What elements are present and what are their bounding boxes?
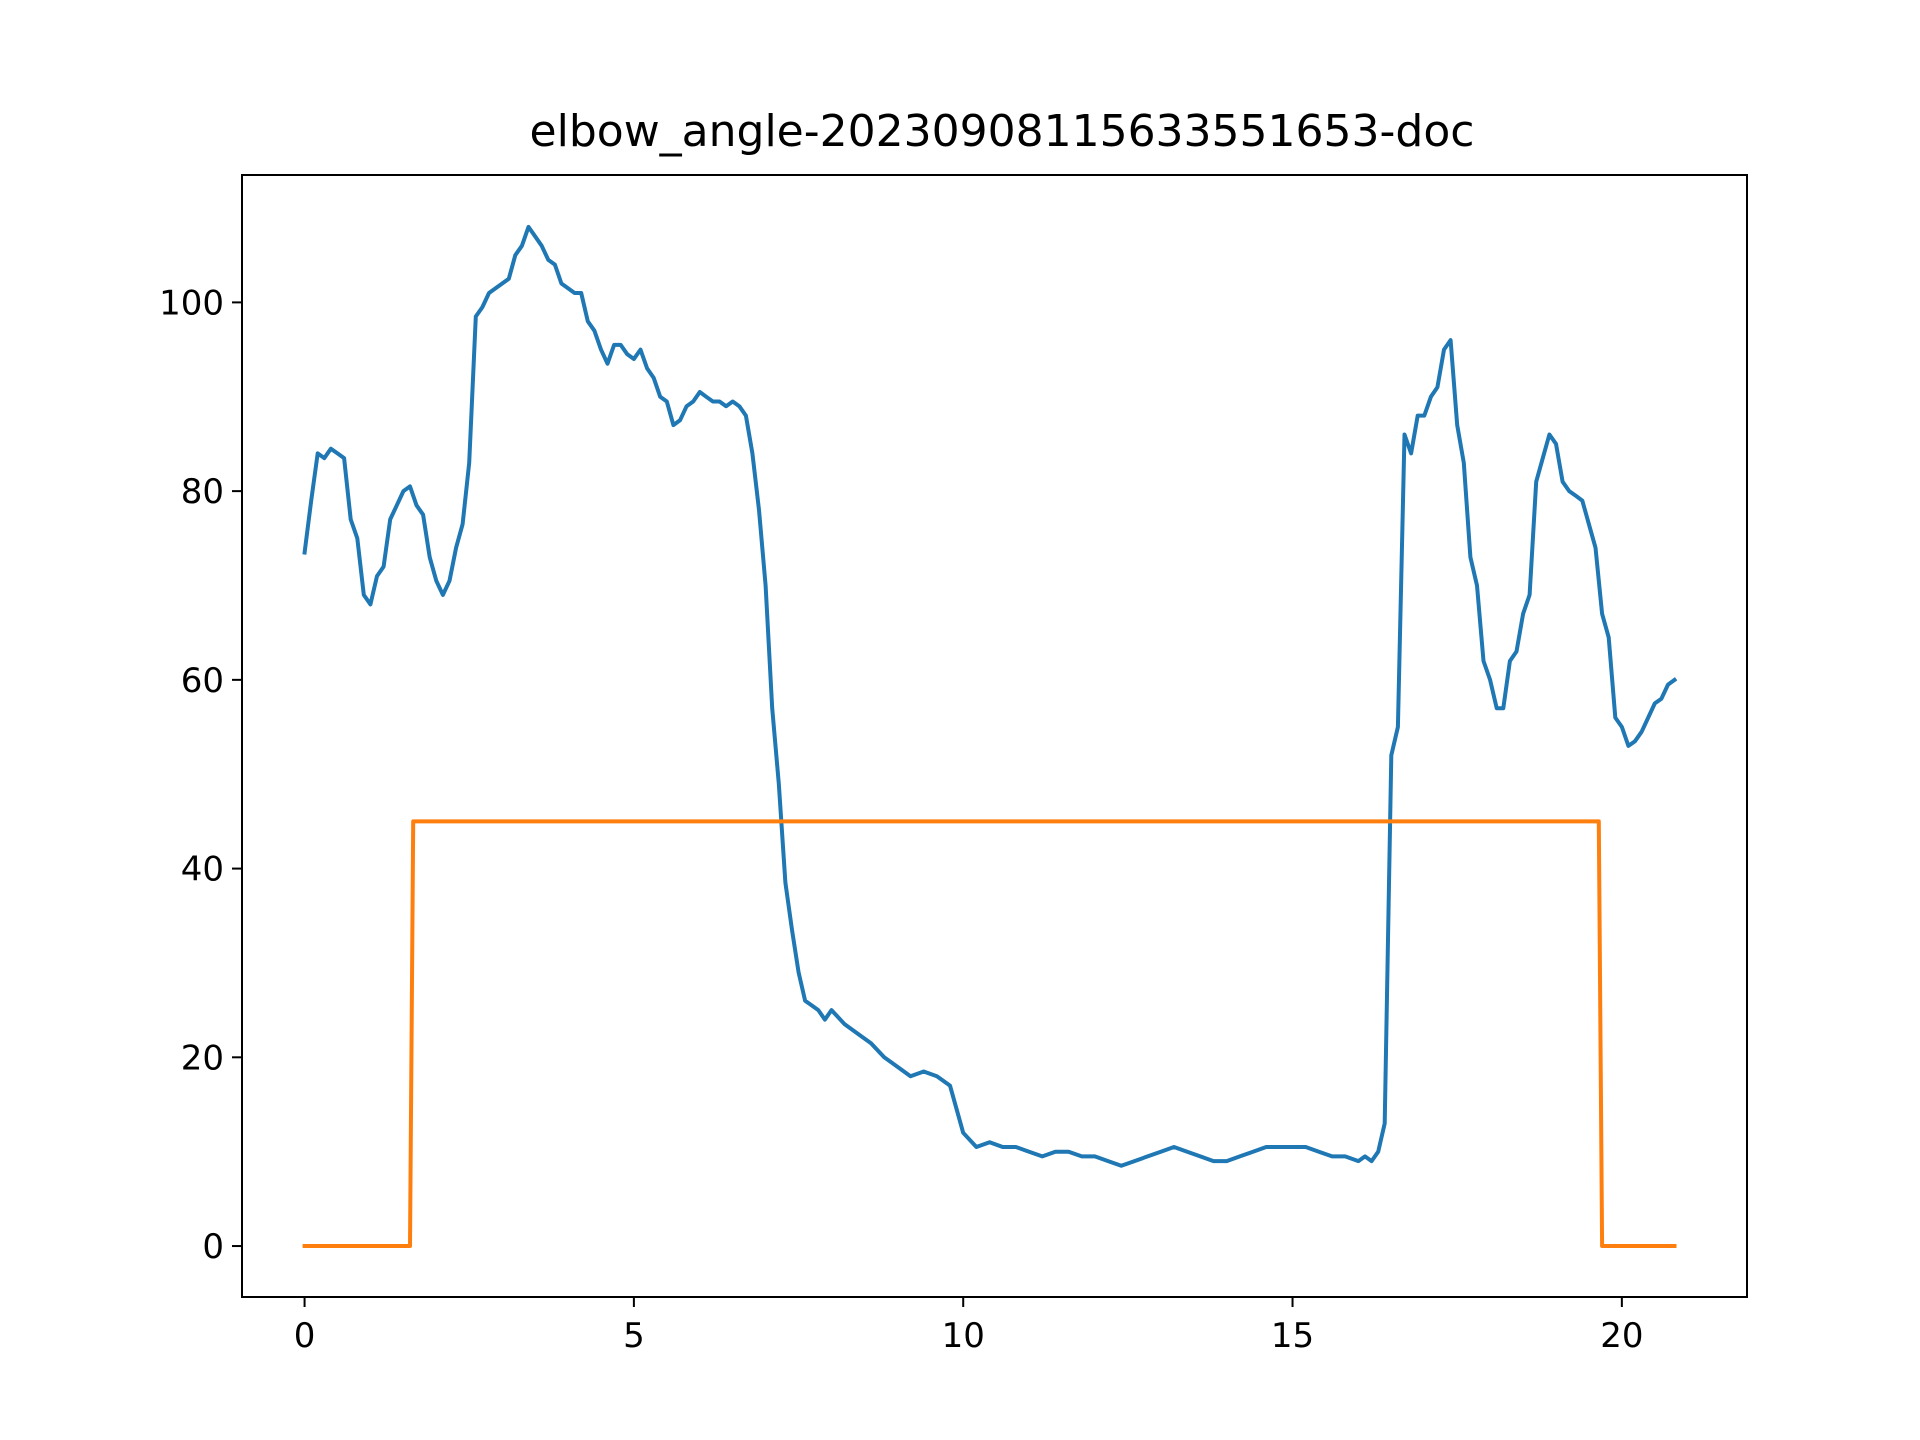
y-tick-label: 0 xyxy=(202,1227,224,1267)
y-tick-label: 20 xyxy=(181,1038,224,1078)
x-tick-label: 5 xyxy=(623,1316,645,1356)
series-layer xyxy=(302,224,1678,1248)
x-tick-label: 10 xyxy=(942,1316,985,1356)
y-tick-label: 100 xyxy=(159,283,224,323)
series-line-2 xyxy=(302,819,1677,1248)
x-tick-label: 0 xyxy=(294,1316,316,1356)
x-tick-label: 15 xyxy=(1271,1316,1314,1356)
y-tick-label: 60 xyxy=(181,661,224,701)
y-axis: 0 20 40 60 80 100 xyxy=(159,283,242,1267)
chart-title: elbow_angle-20230908115633551653-doc xyxy=(530,106,1475,157)
y-tick-label: 40 xyxy=(181,850,224,890)
x-tick-label: 20 xyxy=(1600,1316,1643,1356)
y-tick-label: 80 xyxy=(181,472,224,512)
plot-area-frame xyxy=(241,174,1748,1298)
x-axis: 0 5 10 15 20 xyxy=(294,1297,1643,1356)
series-line-1 xyxy=(302,224,1678,1168)
